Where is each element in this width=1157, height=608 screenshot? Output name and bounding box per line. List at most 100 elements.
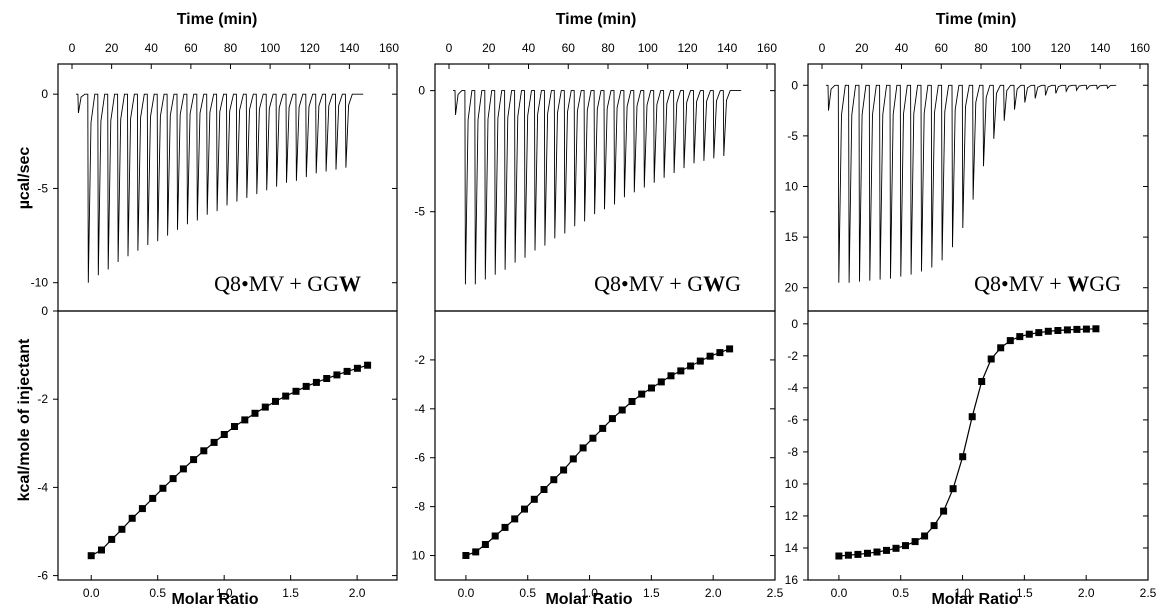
x-tick-label: 1.0 bbox=[581, 586, 598, 600]
data-point bbox=[628, 398, 636, 405]
x-tick-label: 40 bbox=[522, 41, 536, 55]
x-tick-label: 20 bbox=[855, 41, 869, 55]
x-tick-label: 1.5 bbox=[282, 586, 299, 600]
y-axis-title-bottom: kcal/mole of injectant bbox=[16, 338, 33, 501]
x-tick-label: 2.0 bbox=[705, 586, 722, 600]
x-tick-label: 1.5 bbox=[1016, 586, 1033, 600]
x-tick-label: 40 bbox=[145, 41, 159, 55]
data-point bbox=[589, 434, 597, 442]
data-point bbox=[854, 550, 862, 558]
y-tick-label: -6 bbox=[787, 413, 798, 427]
binding-isotherm-plot: 0.0 0.5 1.0 1.5 2.0 2.5 -2 -4 -6 -8 10 bbox=[412, 310, 784, 600]
x-tick-label: 2.5 bbox=[767, 586, 784, 600]
x-tick-label: 0.5 bbox=[519, 586, 536, 600]
data-point bbox=[323, 375, 331, 382]
thermogram-trace bbox=[453, 90, 742, 285]
y-tick-label: 10 bbox=[785, 179, 799, 193]
data-point bbox=[608, 415, 616, 423]
data-point bbox=[481, 541, 489, 548]
panel-wgg: Time (min) 0 20 40 60 80 100 120 140 1600-510152… bbox=[785, 11, 1157, 608]
fit-curve bbox=[465, 348, 730, 557]
x-tick-label: 0 bbox=[69, 41, 76, 55]
data-point bbox=[873, 548, 881, 556]
panel-label-ggw: Q8•MV + GGW bbox=[214, 271, 361, 296]
data-point bbox=[149, 494, 157, 502]
data-point bbox=[696, 357, 704, 365]
data-point bbox=[716, 349, 724, 357]
data-point bbox=[1025, 330, 1033, 338]
data-point bbox=[118, 525, 126, 533]
y-tick-label: -4 bbox=[787, 381, 798, 395]
x-tick-label: 0.0 bbox=[83, 586, 100, 600]
data-point bbox=[241, 416, 249, 424]
x-tick-label: 160 bbox=[757, 41, 777, 55]
data-point bbox=[302, 382, 310, 390]
data-point bbox=[1035, 329, 1043, 337]
thermogram-plot: 0 20 40 60 80 100 120 140 160 0 -5 10 15 20 bbox=[785, 41, 1150, 312]
x-tick-label: 100 bbox=[260, 41, 280, 55]
data-point bbox=[210, 438, 218, 446]
data-point bbox=[667, 372, 675, 380]
x-tick-label: 100 bbox=[1011, 41, 1031, 55]
x-tick-label: 80 bbox=[974, 41, 988, 55]
data-point bbox=[579, 444, 587, 452]
x-tick-label: 100 bbox=[638, 41, 658, 55]
x-tick-label: 2.0 bbox=[349, 586, 366, 600]
data-point bbox=[959, 453, 967, 461]
x-tick-label: 60 bbox=[184, 41, 198, 55]
data-point bbox=[892, 544, 900, 552]
data-point bbox=[638, 390, 646, 398]
y-tick-label: 0 bbox=[41, 87, 48, 101]
y-tick-label: -2 bbox=[37, 392, 48, 406]
y-tick-label: -6 bbox=[37, 569, 48, 583]
fit-curve bbox=[90, 364, 368, 557]
data-point bbox=[292, 387, 300, 395]
data-point bbox=[949, 485, 957, 493]
data-point bbox=[312, 378, 320, 386]
data-point bbox=[706, 352, 714, 360]
data-point bbox=[1092, 325, 1100, 333]
data-point bbox=[987, 355, 995, 363]
y-tick-label: 0 bbox=[791, 317, 798, 331]
data-point bbox=[902, 542, 909, 550]
x-tick-label: 120 bbox=[677, 41, 697, 55]
data-point bbox=[530, 495, 538, 503]
y-tick-label: 12 bbox=[785, 509, 799, 523]
x-tick-label: 140 bbox=[717, 41, 737, 55]
data-point bbox=[511, 515, 519, 523]
y-tick-label: 0 bbox=[418, 84, 425, 98]
data-point bbox=[550, 476, 558, 484]
data-point bbox=[98, 546, 105, 554]
data-point bbox=[108, 535, 116, 543]
y-tick-label: -10 bbox=[31, 276, 49, 290]
data-point bbox=[1006, 337, 1014, 345]
data-point bbox=[220, 431, 228, 438]
y-tick-label: -5 bbox=[787, 129, 798, 143]
data-point bbox=[1063, 326, 1071, 334]
molar-ratio-axis-title: Molar Ratio bbox=[171, 591, 258, 608]
data-point bbox=[128, 514, 136, 522]
x-tick-label: 160 bbox=[379, 41, 399, 55]
data-point bbox=[569, 455, 577, 463]
x-tick-label: 20 bbox=[105, 41, 119, 55]
molar-ratio-axis-title: Molar Ratio bbox=[545, 591, 632, 608]
data-point bbox=[1073, 325, 1081, 333]
data-point bbox=[997, 344, 1005, 352]
y-tick-label: 0 bbox=[791, 78, 798, 92]
data-point bbox=[978, 378, 986, 385]
x-tick-label: 80 bbox=[224, 41, 238, 55]
y-tick-label: 10 bbox=[412, 549, 426, 563]
data-point bbox=[261, 403, 269, 411]
plot-frame bbox=[434, 310, 776, 581]
data-point bbox=[138, 505, 146, 513]
data-point bbox=[251, 409, 259, 417]
x-tick-label: 60 bbox=[562, 41, 576, 55]
x-tick-label: 160 bbox=[1130, 41, 1150, 55]
data-point bbox=[648, 384, 655, 392]
y-axis-title-top: µcal/sec bbox=[16, 147, 33, 210]
panel-ggw: Time (min) 0 20 40 60 80 100 120 140 160 0 -5 -10 0… bbox=[31, 11, 400, 608]
y-tick-label: 15 bbox=[785, 230, 799, 244]
x-tick-label: 1.0 bbox=[954, 586, 971, 600]
x-tick-label: 60 bbox=[935, 41, 949, 55]
